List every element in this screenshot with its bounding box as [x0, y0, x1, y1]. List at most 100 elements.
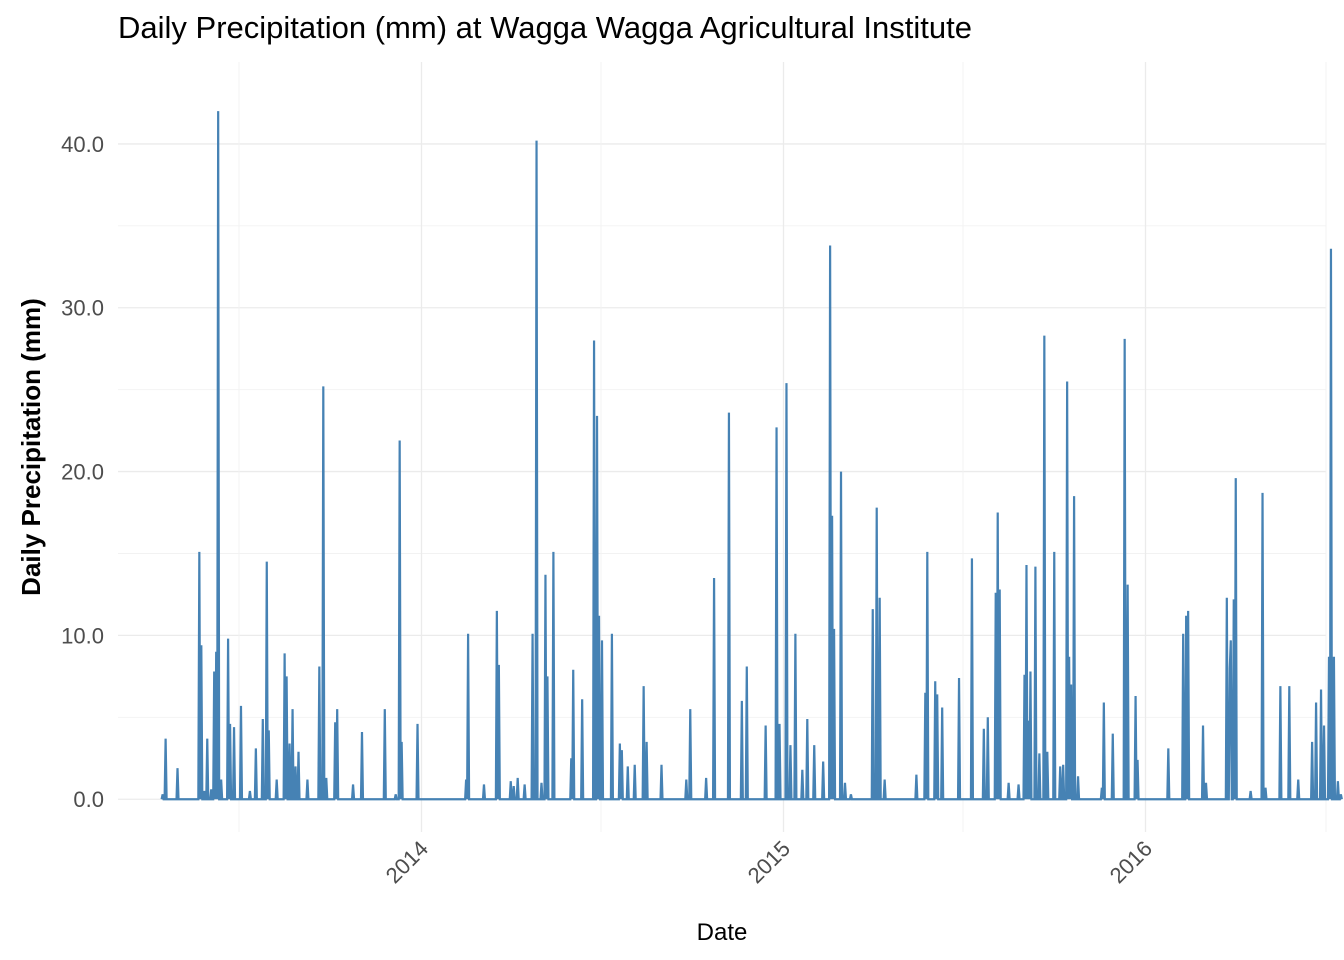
- data-point: [1008, 782, 1010, 784]
- data-point: [1230, 640, 1232, 642]
- data-point: [1059, 766, 1061, 768]
- data-point: [545, 574, 547, 576]
- data-point: [795, 633, 797, 635]
- data-point: [643, 685, 645, 687]
- data-point: [496, 610, 498, 612]
- data-point: [541, 782, 543, 784]
- data-point: [532, 633, 534, 635]
- data-point: [336, 708, 338, 710]
- data-point: [323, 386, 325, 388]
- data-point: [790, 744, 792, 746]
- data-point: [936, 694, 938, 696]
- data-point: [284, 653, 286, 655]
- data-point: [1229, 667, 1231, 669]
- data-point: [572, 669, 574, 671]
- data-point: [276, 779, 278, 781]
- data-point: [1262, 492, 1264, 494]
- data-point: [1323, 725, 1325, 727]
- data-point: [498, 664, 500, 666]
- data-point: [201, 644, 203, 646]
- data-point: [1028, 720, 1030, 722]
- data-point: [1070, 684, 1072, 686]
- data-point: [879, 597, 881, 599]
- data-point: [1044, 335, 1046, 337]
- data-point: [1066, 381, 1068, 383]
- data-point: [1077, 775, 1079, 777]
- y-axis-label: Daily Precipitation (mm): [16, 298, 46, 596]
- data-point: [987, 717, 989, 719]
- data-point: [199, 551, 201, 553]
- data-point: [1202, 725, 1204, 727]
- data-point: [536, 140, 538, 142]
- data-point: [1330, 248, 1332, 250]
- data-point: [210, 789, 212, 791]
- data-point: [1328, 656, 1330, 658]
- data-point: [524, 784, 526, 786]
- data-point: [465, 779, 467, 781]
- data-point: [1187, 610, 1189, 612]
- data-point: [746, 666, 748, 668]
- data-point: [833, 628, 835, 630]
- data-point: [872, 608, 874, 610]
- data-point: [295, 766, 297, 768]
- data-point: [1250, 790, 1252, 792]
- data-point: [217, 110, 219, 112]
- data-point: [162, 794, 164, 796]
- data-point: [1226, 597, 1228, 599]
- x-axis-label: Date: [697, 919, 748, 946]
- data-point: [627, 766, 629, 768]
- data-point: [401, 741, 403, 743]
- data-point: [1297, 779, 1299, 781]
- data-point: [1103, 702, 1105, 704]
- data-point: [829, 245, 831, 247]
- data-point: [325, 777, 327, 779]
- data-point: [570, 757, 572, 759]
- data-point: [776, 427, 778, 429]
- data-point: [831, 515, 833, 517]
- data-point: [1320, 689, 1322, 691]
- x-axis-ticks: 2014 2015 2016: [381, 836, 1157, 888]
- data-point: [689, 708, 691, 710]
- data-point: [1289, 685, 1291, 687]
- data-point: [728, 412, 730, 414]
- data-point: [510, 780, 512, 782]
- data-point: [220, 779, 222, 781]
- data-point: [806, 718, 808, 720]
- data-point: [165, 738, 167, 740]
- data-point: [206, 738, 208, 740]
- data-point: [601, 640, 603, 642]
- data-point: [741, 700, 743, 702]
- y-tick-label: 20.0: [61, 460, 104, 485]
- data-point: [319, 666, 321, 668]
- data-point: [203, 790, 205, 792]
- x-tick-label: 2016: [1105, 836, 1157, 888]
- series-group: [160, 110, 1343, 801]
- data-point: [1018, 784, 1020, 786]
- data-point: [958, 677, 960, 679]
- data-point: [705, 777, 707, 779]
- chart-title: Daily Precipitation (mm) at Wagga Wagga …: [118, 10, 972, 45]
- data-point: [289, 743, 291, 745]
- data-point: [822, 761, 824, 763]
- data-point: [213, 671, 215, 673]
- y-axis-ticks: 0.0 10.0 20.0 30.0 40.0: [61, 132, 104, 812]
- data-point: [927, 551, 929, 553]
- data-point: [262, 718, 264, 720]
- data-point: [850, 794, 852, 796]
- data-point: [786, 382, 788, 384]
- data-point: [765, 725, 767, 727]
- data-point: [1135, 695, 1137, 697]
- data-point: [1127, 584, 1129, 586]
- data-point: [240, 705, 242, 707]
- data-point: [286, 676, 288, 678]
- data-point: [685, 779, 687, 781]
- data-point: [227, 638, 229, 640]
- data-point: [1073, 495, 1075, 497]
- data-point: [713, 577, 715, 579]
- data-point: [266, 561, 268, 563]
- data-point: [255, 748, 257, 750]
- x-tick-label: 2015: [743, 836, 795, 888]
- data-point: [1062, 764, 1064, 766]
- data-point: [1101, 787, 1103, 789]
